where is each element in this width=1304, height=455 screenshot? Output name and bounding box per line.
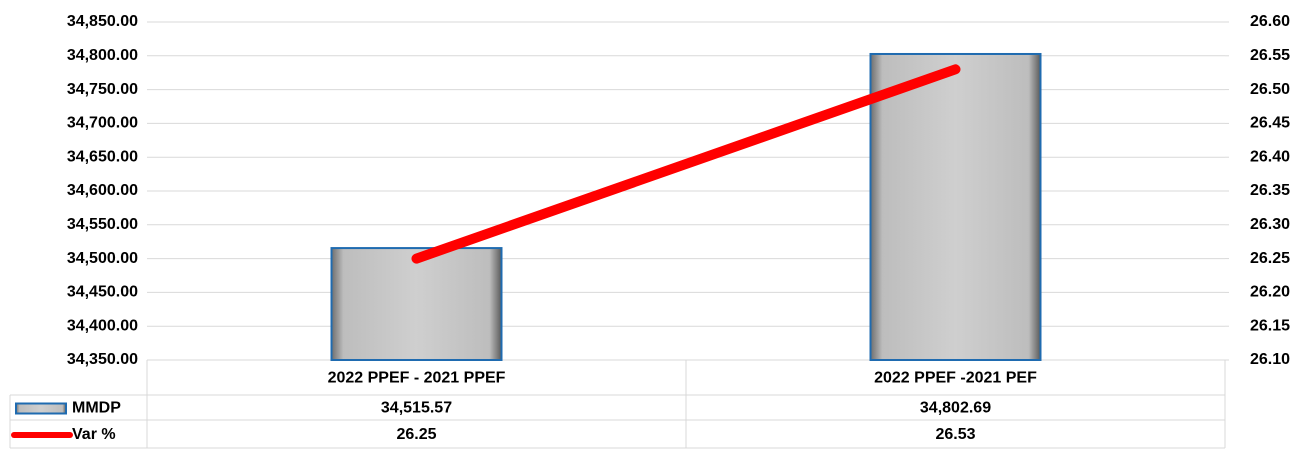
y2-tick-label: 26.60 xyxy=(1250,13,1290,30)
y-tick-label: 34,550.00 xyxy=(67,216,138,233)
bar xyxy=(330,247,503,361)
y-tick-label: 34,650.00 xyxy=(67,148,138,165)
table-value: 34,802.69 xyxy=(920,400,991,417)
y-tick-label: 34,800.00 xyxy=(67,47,138,64)
y-tick-label: 34,850.00 xyxy=(67,13,138,30)
line xyxy=(411,64,961,264)
y2-tick-label: 26.20 xyxy=(1250,284,1290,301)
y-tick-label: 34,600.00 xyxy=(67,182,138,199)
legend-label: Var % xyxy=(72,426,116,443)
y2-tick-label: 26.45 xyxy=(1250,115,1290,132)
table-value: 26.53 xyxy=(935,426,975,443)
y-tick-label: 34,750.00 xyxy=(67,81,138,98)
y2-tick-label: 26.25 xyxy=(1250,250,1290,267)
y2-tick-label: 26.15 xyxy=(1250,317,1290,334)
table-value: 34,515.57 xyxy=(381,400,452,417)
bar xyxy=(869,52,1042,361)
x-tick-label: 2022 PPEF - 2021 PPEF xyxy=(328,370,506,387)
x-tick-label: 2022 PPEF -2021 PEF xyxy=(874,370,1037,387)
legend-label: MMDP xyxy=(72,400,121,417)
y-tick-label: 34,350.00 xyxy=(67,351,138,368)
y2-tick-label: 26.30 xyxy=(1250,216,1290,233)
y2-tick-label: 26.35 xyxy=(1250,182,1290,199)
y-tick-label: 34,400.00 xyxy=(67,317,138,334)
y-tick-label: 34,450.00 xyxy=(67,284,138,301)
legend-key xyxy=(15,402,67,415)
y2-tick-label: 26.55 xyxy=(1250,47,1290,64)
y2-tick-label: 26.40 xyxy=(1250,148,1290,165)
y-tick-label: 34,500.00 xyxy=(67,250,138,267)
table-value: 26.25 xyxy=(396,426,436,443)
y-tick-label: 34,700.00 xyxy=(67,115,138,132)
y2-tick-label: 26.10 xyxy=(1250,351,1290,368)
y2-tick-label: 26.50 xyxy=(1250,81,1290,98)
